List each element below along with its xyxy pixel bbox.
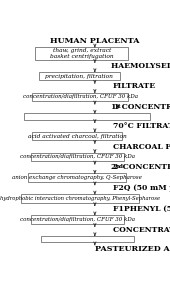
Text: 2: 2 [113, 163, 118, 171]
Text: st: st [115, 104, 121, 109]
Text: HAEMOLYSED BLOOD: HAEMOLYSED BLOOD [111, 62, 170, 70]
Bar [35, 47, 128, 59]
Text: 1: 1 [110, 103, 115, 111]
Bar [32, 93, 128, 101]
Text: 1: 1 [113, 103, 118, 111]
Text: thaw, grind, extract
basket centrifugation: thaw, grind, extract basket centrifugati… [50, 48, 114, 59]
Text: concentration/diafiltration, CFUF 30 kDa: concentration/diafiltration, CFUF 30 kDa [20, 154, 134, 159]
Bar [31, 215, 124, 224]
Text: F2Q (50 mM pH 4.5): F2Q (50 mM pH 4.5) [113, 184, 170, 192]
Text: CONCENTRATE 30 kDa: CONCENTRATE 30 kDa [119, 103, 170, 111]
Bar [31, 153, 124, 161]
Text: CONCENTRATE 30 kDa: CONCENTRATE 30 kDa [120, 163, 170, 171]
Text: concentration/diafiltration, CFUF 30 kDa: concentration/diafiltration, CFUF 30 kDa [23, 94, 138, 99]
Bar [28, 173, 126, 182]
Bar [24, 113, 150, 120]
Text: F1PHENYL (50 mM pH 3.0): F1PHENYL (50 mM pH 3.0) [113, 205, 170, 213]
Text: hydrophobic interaction chromatography, Phenyl-Sepharose: hydrophobic interaction chromatography, … [0, 196, 160, 201]
Text: CONCENTRATE ALBUMIN: CONCENTRATE ALBUMIN [113, 226, 170, 234]
Text: anion exchange chromatography, Q-Sepharose: anion exchange chromatography, Q-Sepharo… [12, 175, 142, 180]
Text: 70°C FILTRATE: 70°C FILTRATE [113, 122, 170, 130]
Text: FILTRATE: FILTRATE [113, 83, 156, 91]
Text: concentration/diafiltration, CFUF 30 kDa: concentration/diafiltration, CFUF 30 kDa [20, 217, 134, 222]
Bar [32, 132, 122, 140]
Bar [39, 72, 120, 80]
Bar [21, 194, 139, 203]
Text: acid activated charcoal, filtration: acid activated charcoal, filtration [28, 134, 126, 139]
Text: HUMAN PLACENTA: HUMAN PLACENTA [50, 37, 140, 45]
Text: CHARCOAL FILTRATE: CHARCOAL FILTRATE [113, 143, 170, 151]
Text: PASTEURIZED ALBUMIN: PASTEURIZED ALBUMIN [95, 245, 170, 253]
Bar [41, 236, 134, 242]
Text: nd: nd [115, 164, 123, 169]
Text: 2: 2 [110, 163, 115, 171]
Text: precipitation, filtration: precipitation, filtration [45, 74, 113, 79]
